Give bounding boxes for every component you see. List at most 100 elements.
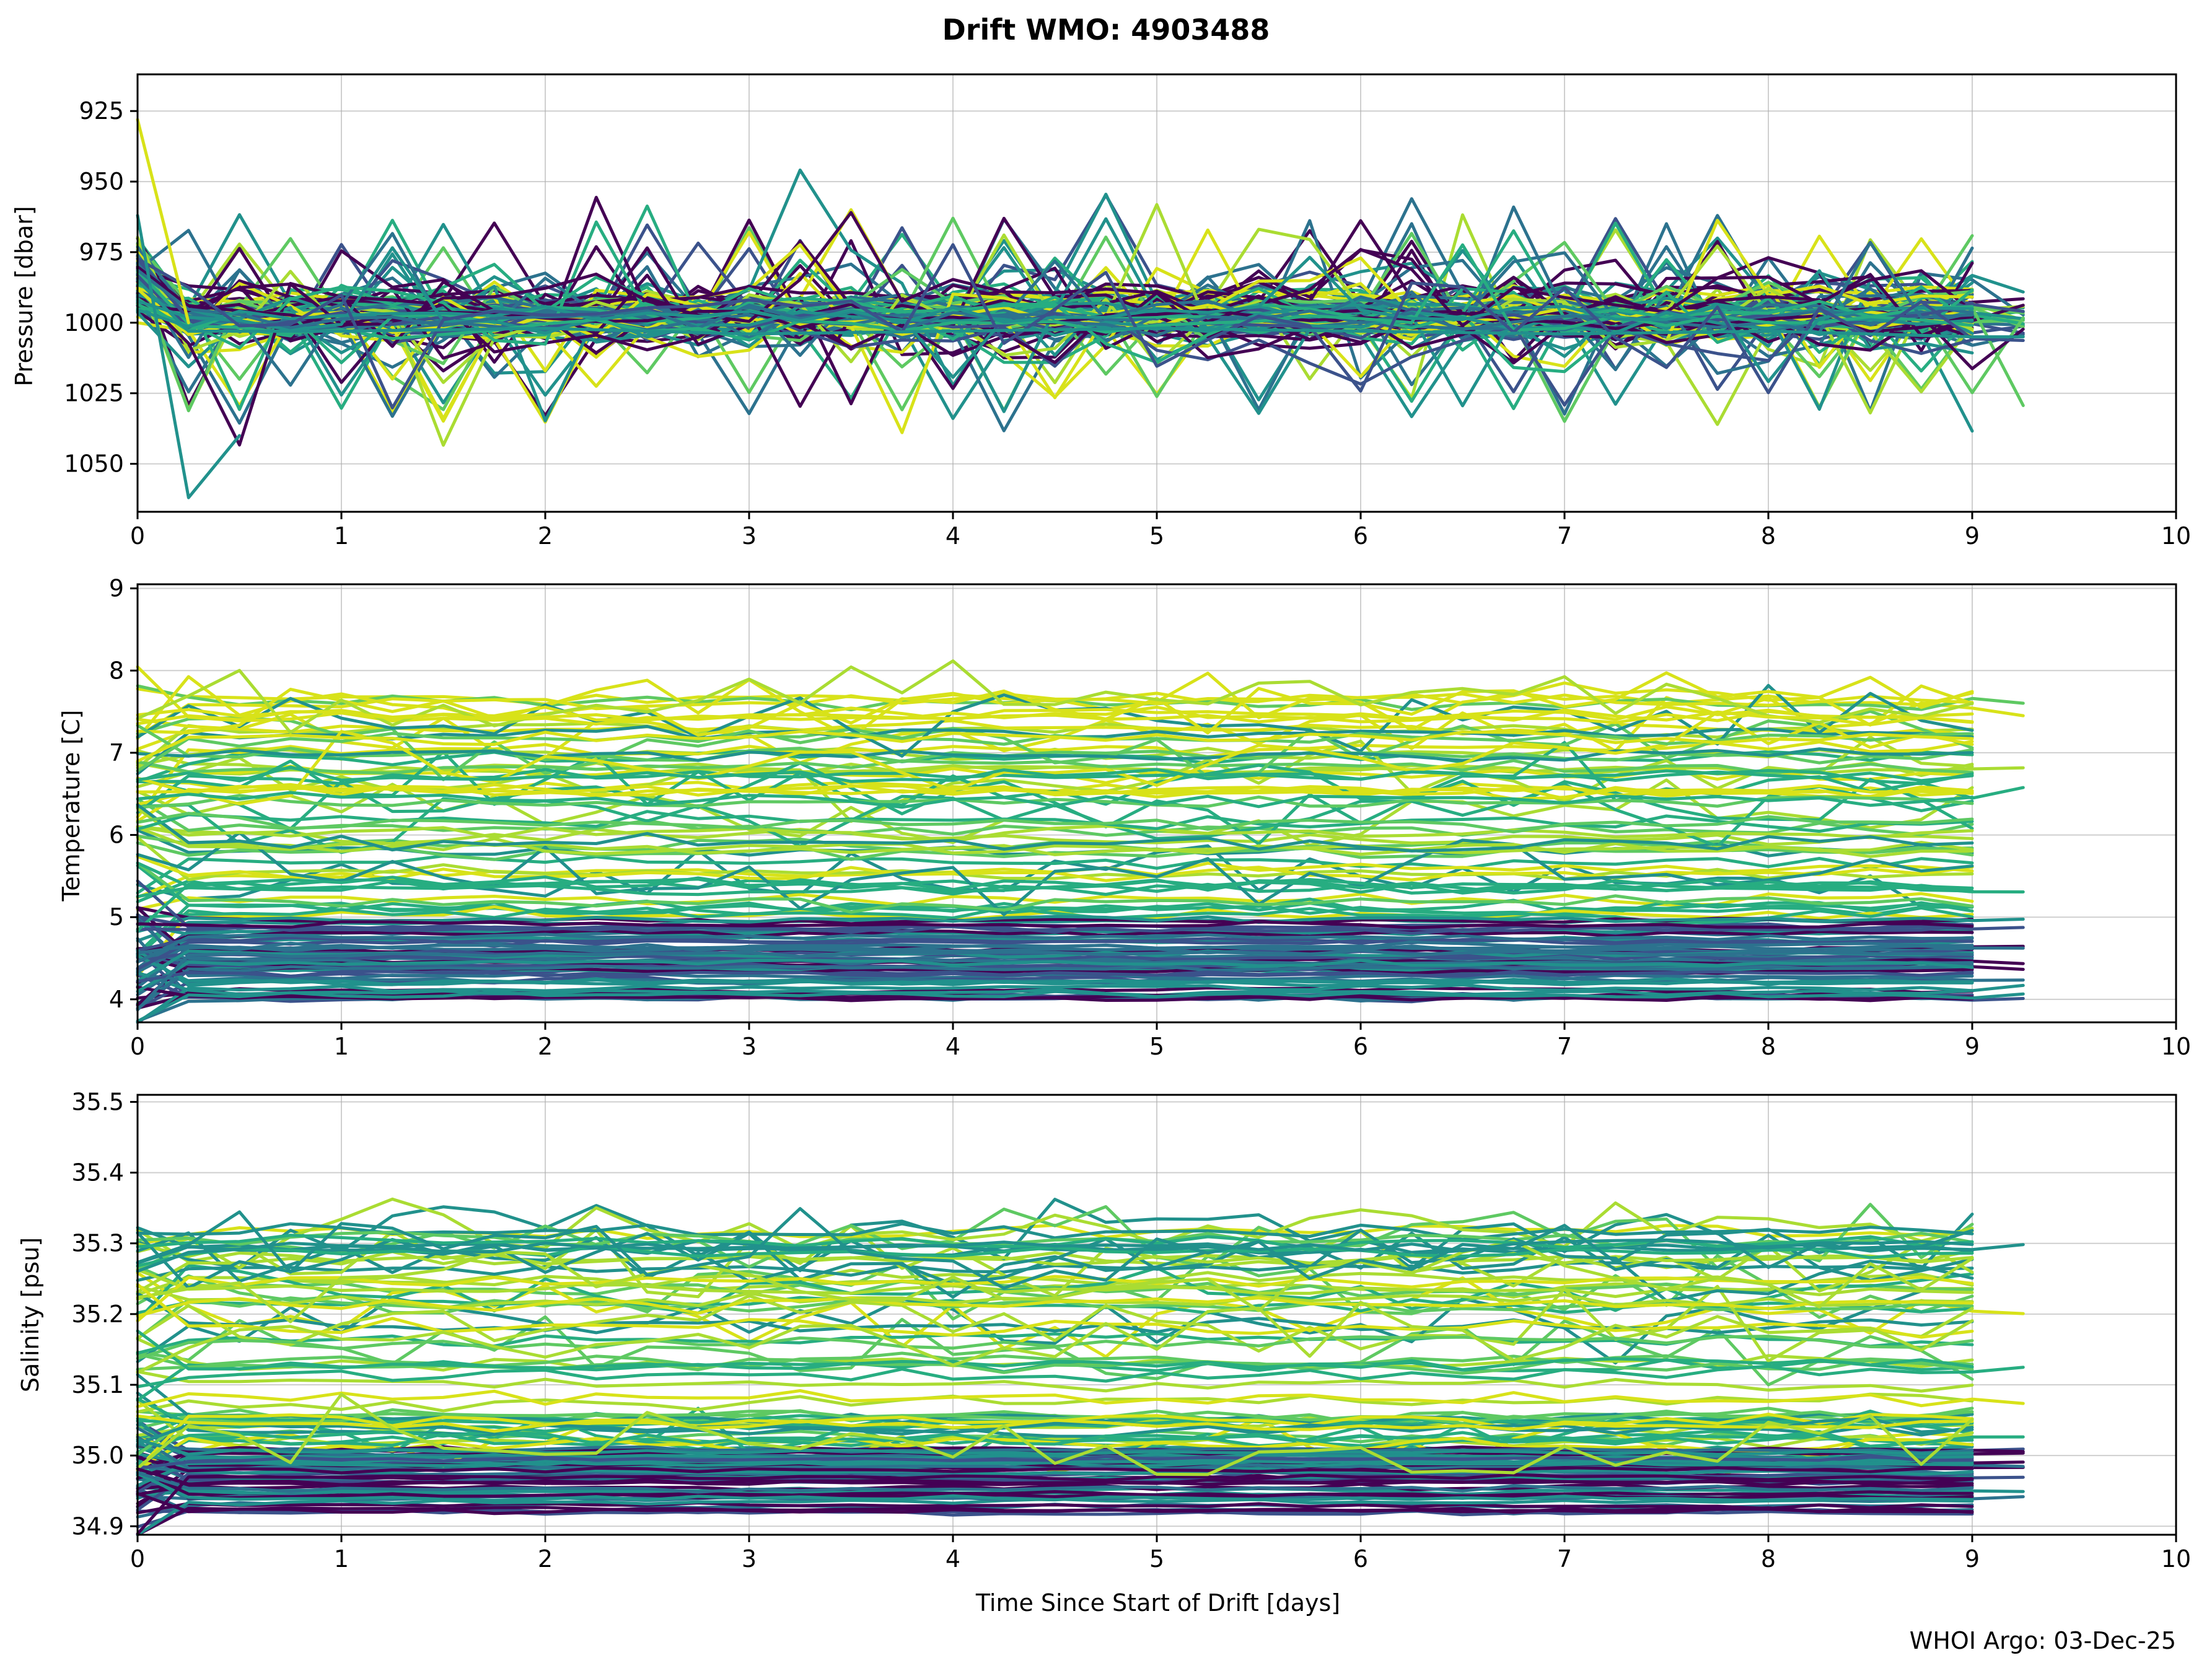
temperature-panel: 0 1 2 3 4 5 6 7 8 9 10 4 5 6 7 8 9 Temperature [C]: [58, 575, 2191, 1060]
data-series-line: [136, 924, 1974, 935]
figure-title: Drift WMO: 4903488: [942, 13, 1270, 46]
data-series-line: [136, 892, 1974, 911]
y-tick-label: 35.4: [71, 1159, 124, 1187]
x-tick-label: 10: [2161, 1033, 2191, 1060]
x-tick-label: 4: [946, 1033, 960, 1060]
data-series-line: [136, 1275, 1974, 1323]
x-tick-label: 0: [130, 1545, 145, 1573]
data-series-line: [136, 659, 1974, 734]
y-tick-label: 35.0: [71, 1442, 124, 1469]
y-tick-label: 5: [109, 903, 124, 931]
data-series-line: [136, 1222, 1974, 1242]
data-series-line: [136, 1408, 1974, 1456]
data-series-line: [136, 1492, 1974, 1516]
data-series-line: [136, 1335, 1974, 1360]
y-tick-label: 1025: [64, 380, 124, 407]
data-series-line: [136, 1472, 1974, 1503]
data-series-line: [136, 875, 1974, 932]
data-series-line: [136, 765, 1974, 783]
pressure-y-label: Pressure [dbar]: [11, 206, 38, 386]
y-tick-label: 9: [109, 575, 124, 602]
data-series-line: [136, 749, 1974, 778]
x-tick-label: 5: [1149, 522, 1164, 550]
data-series-line: [136, 971, 1974, 997]
data-series-line: [136, 1207, 1974, 1290]
footer-credit: WHOI Argo: 03-Dec-25: [1910, 1627, 2176, 1654]
x-tick-label: 6: [1353, 1033, 1368, 1060]
data-series-line: [136, 803, 1974, 853]
data-series-line: [136, 1329, 1974, 1372]
data-series-line: [136, 717, 1974, 737]
data-series-line: [136, 810, 1974, 833]
y-tick-label: 7: [109, 739, 124, 766]
y-tick-label: 1000: [64, 309, 124, 336]
data-series-line: [136, 989, 2025, 1023]
data-series-line: [136, 784, 1974, 801]
data-series-line: [136, 1301, 1974, 1374]
data-series-line: [136, 1509, 1974, 1529]
y-tick-label: 1050: [64, 450, 124, 478]
data-series-line: [136, 1239, 1974, 1323]
x-tick-label: 2: [538, 1033, 553, 1060]
x-tick-label: 1: [334, 1545, 349, 1573]
y-tick-label: 35.3: [71, 1230, 124, 1257]
data-series-line: [136, 791, 1974, 809]
x-tick-label: 2: [538, 522, 553, 550]
data-series-line: [136, 1473, 1974, 1535]
y-tick-label: 35.1: [71, 1371, 124, 1398]
data-series-line: [136, 824, 1974, 843]
x-axis-label: Time Since Start of Drift [days]: [975, 1589, 1340, 1617]
data-series-line: [136, 220, 1974, 374]
x-tick-label: 10: [2161, 522, 2191, 550]
data-series-line: [136, 1467, 1974, 1486]
data-series-line: [136, 243, 2025, 410]
highlighted-series-line: [136, 118, 190, 325]
x-tick-label: 6: [1353, 1545, 1368, 1573]
data-series-line: [136, 235, 1974, 447]
data-series-line: [136, 696, 2025, 765]
data-series-line: [136, 915, 2025, 933]
y-tick-label: 975: [79, 239, 124, 266]
data-series-line: [136, 1471, 1974, 1494]
data-series-line: [136, 812, 1974, 834]
y-tick-label: 6: [109, 822, 124, 849]
x-tick-label: 10: [2161, 1545, 2191, 1573]
x-tick-label: 0: [130, 522, 145, 550]
data-series-line: [136, 861, 1974, 914]
x-tick-label: 4: [946, 522, 960, 550]
salinity-y-label: Salinity [psu]: [17, 1237, 44, 1392]
x-tick-label: 1: [334, 522, 349, 550]
data-series-line: [136, 740, 1974, 819]
highlighted-series-line: [136, 279, 2025, 339]
data-series-line: [136, 970, 1974, 983]
data-series-line: [136, 1414, 1974, 1433]
x-tick-label: 7: [1557, 1545, 1572, 1573]
y-tick-label: 35.2: [71, 1301, 124, 1328]
data-series-line: [136, 949, 1974, 1012]
y-tick-label: 925: [79, 97, 124, 125]
y-tick-label: 950: [79, 168, 124, 195]
data-series-line: [136, 905, 1974, 978]
data-series-line: [136, 959, 1974, 993]
data-series-line: [136, 794, 1974, 809]
data-series-line: [136, 665, 1974, 726]
x-tick-label: 6: [1353, 522, 1368, 550]
data-series-line: [136, 761, 1974, 846]
data-series-line: [136, 747, 1974, 762]
data-series-line: [136, 1389, 2025, 1408]
data-series-line: [136, 255, 1974, 384]
data-series-line: [136, 705, 1974, 727]
data-series-line: [136, 1370, 1974, 1393]
temperature-y-label: Temperature [C]: [58, 710, 85, 902]
data-series-line: [136, 1430, 2025, 1454]
data-series-line: [136, 1296, 1974, 1318]
data-series-line: [136, 949, 1974, 986]
highlighted-series-line: [136, 214, 241, 499]
x-tick-label: 0: [130, 1033, 145, 1060]
x-tick-label: 5: [1149, 1545, 1164, 1573]
data-series-line: [136, 243, 1974, 342]
y-tick-label: 8: [109, 657, 124, 684]
data-series-line: [136, 941, 1974, 955]
data-series-line: [136, 672, 1974, 740]
x-tick-label: 8: [1761, 522, 1776, 550]
